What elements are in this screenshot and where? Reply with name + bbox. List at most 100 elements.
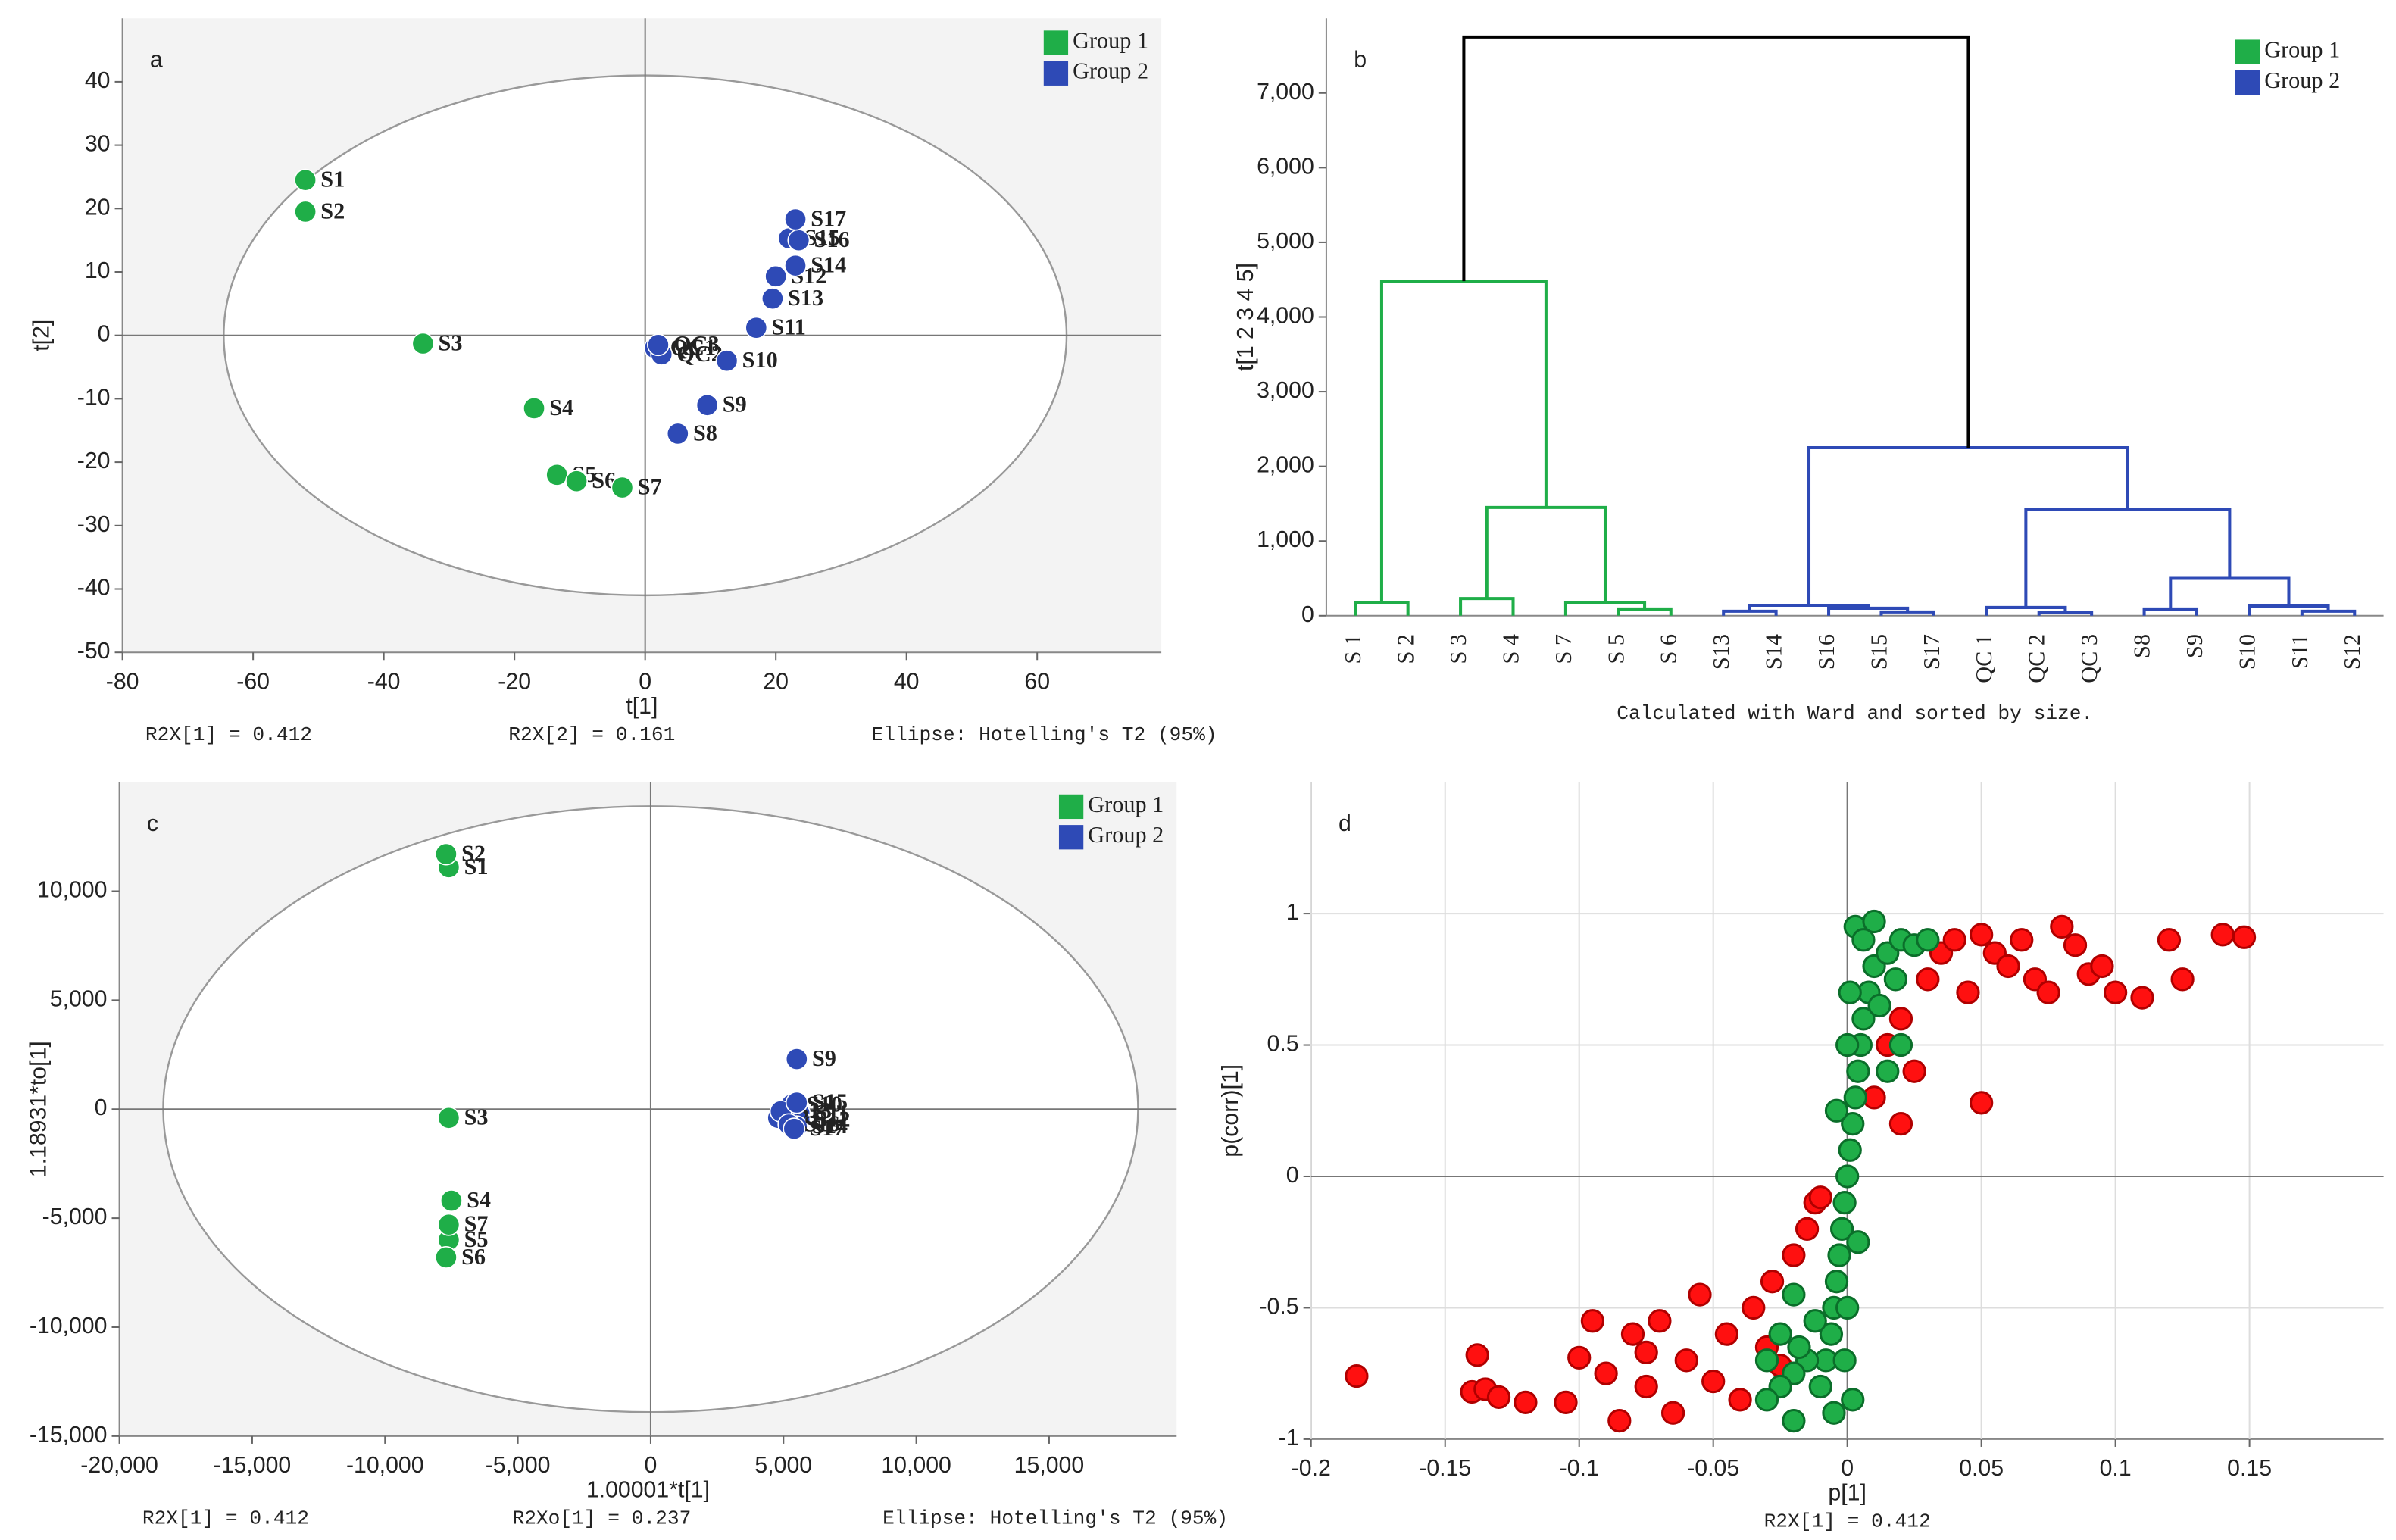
point	[1841, 1111, 1865, 1136]
y-axis-label: t[2]	[30, 320, 55, 351]
point	[294, 200, 317, 223]
y-tick-label: 5,000	[50, 986, 108, 1011]
y-tick-label: 3,000	[1257, 378, 1314, 403]
point	[1787, 1335, 1811, 1360]
y-tick-label: -5,000	[42, 1204, 108, 1229]
dendrogram-link	[1379, 280, 1548, 603]
point	[1795, 1217, 1820, 1241]
point	[1514, 1390, 1538, 1414]
x-tick-label: 40	[894, 670, 920, 695]
point-label: S11	[814, 1100, 848, 1126]
leaf-label: S 7	[1551, 634, 1576, 664]
point-label: S15	[804, 225, 840, 251]
x-tick-label: -0.1	[1560, 1456, 1599, 1481]
annotation: R2X[1] = 0.412	[142, 1507, 309, 1530]
x-tick-label: 5,000	[754, 1453, 812, 1478]
point	[1829, 1217, 1854, 1241]
point	[1827, 1243, 1851, 1267]
point	[783, 1117, 806, 1141]
leaf-label: QC 3	[2076, 634, 2102, 683]
point	[1838, 1138, 1862, 1162]
point	[1634, 1374, 1658, 1399]
annotation: R2X[1] = 0.412	[145, 723, 312, 746]
point	[1607, 1408, 1632, 1433]
point-label: QC3	[673, 331, 720, 357]
legend-label: Group 2	[2264, 67, 2340, 93]
point	[1620, 1322, 1645, 1346]
y-tick-label: 4,000	[1257, 303, 1314, 328]
point-label: S17	[811, 205, 846, 231]
leaf-label: S14	[1761, 634, 1787, 670]
point	[1782, 1408, 1806, 1433]
point	[1819, 1322, 1844, 1346]
point	[1835, 1295, 1860, 1320]
point-label: S17	[809, 1115, 845, 1141]
point	[2063, 933, 2088, 957]
point	[523, 397, 545, 420]
point	[1970, 1091, 1994, 1115]
leaf-label: S 4	[1498, 634, 1523, 664]
x-tick-label: 0.1	[2100, 1456, 2132, 1481]
point	[785, 1048, 808, 1070]
point	[1634, 1340, 1658, 1365]
point-label: QC2	[676, 341, 723, 367]
dendrogram-link	[2169, 576, 2291, 609]
leaf-label: S 6	[1656, 634, 1682, 664]
x-axis-label: t[1]	[626, 694, 658, 719]
point-label: S12	[814, 1107, 850, 1132]
point	[761, 287, 784, 311]
y-tick-label: -40	[77, 575, 111, 600]
point-label: S14	[812, 1113, 848, 1139]
panel-label: b	[1354, 48, 1367, 73]
y-tick-label: 0	[1286, 1163, 1299, 1188]
point	[411, 332, 435, 355]
point	[1742, 1295, 1766, 1320]
point	[2210, 923, 2235, 947]
dendrogram-link	[2024, 508, 2232, 608]
point	[1824, 1098, 1849, 1123]
x-tick-label: 0.05	[1959, 1456, 2004, 1481]
point	[1345, 1364, 1369, 1388]
leaf-label: S12	[2339, 634, 2365, 670]
leaf-label: S9	[2182, 634, 2207, 658]
point-label: S1	[320, 167, 345, 192]
y-tick-label: 7,000	[1257, 80, 1314, 105]
x-tick-label: 0	[1841, 1456, 1854, 1481]
y-tick-label: -0.5	[1259, 1294, 1298, 1319]
x-tick-label: -60	[236, 670, 270, 695]
point	[434, 1245, 458, 1269]
point	[440, 1189, 463, 1213]
point	[1888, 1032, 1913, 1057]
y-tick-label: -10	[77, 385, 111, 410]
point-label: S13	[788, 285, 823, 311]
x-tick-label: -40	[367, 670, 401, 695]
point	[1883, 967, 1908, 992]
dendrogram-link	[2142, 607, 2199, 616]
y-tick-label: -1	[1279, 1426, 1299, 1451]
point	[1888, 1111, 1913, 1136]
point	[545, 463, 569, 486]
point	[2050, 914, 2074, 939]
dendrogram-link	[1807, 445, 2129, 605]
point	[1674, 1348, 1698, 1373]
point	[1838, 980, 1862, 1004]
point-label: S7	[638, 474, 662, 500]
y-tick-label: -30	[77, 512, 111, 537]
point	[1970, 923, 1994, 947]
leaf-label: S15	[1866, 634, 1891, 670]
point	[695, 393, 719, 417]
point	[437, 1106, 461, 1129]
leaf-label: S11	[2287, 634, 2313, 669]
legend-label: Group 2	[1088, 822, 1164, 848]
y-tick-label: -20	[77, 448, 111, 473]
x-axis-label: 1.00001*t[1]	[586, 1477, 710, 1502]
x-tick-label: -0.05	[1687, 1456, 1739, 1481]
point-label: S15	[812, 1089, 848, 1115]
x-tick-label: -20,000	[80, 1453, 158, 1478]
point-label: QC1	[670, 334, 717, 360]
point-label: S2	[461, 841, 486, 867]
x-tick-label: -0.15	[1419, 1456, 1471, 1481]
point	[565, 470, 589, 493]
panel-label: c	[147, 811, 158, 836]
